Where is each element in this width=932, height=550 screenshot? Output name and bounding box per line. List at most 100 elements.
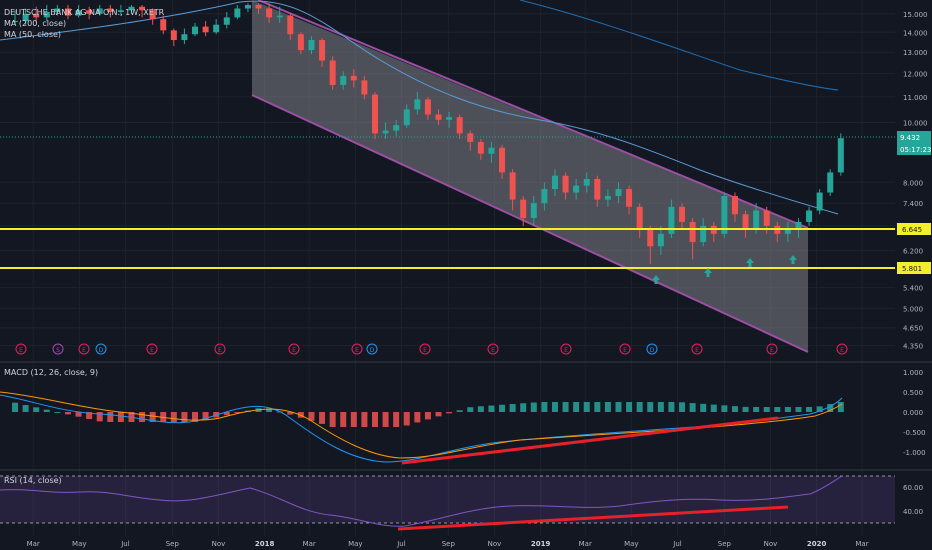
macd-bar xyxy=(266,408,273,412)
candle-body xyxy=(297,34,304,51)
event-marker-label: S xyxy=(56,347,60,354)
candle-body xyxy=(615,189,622,197)
channel-upper-line[interactable] xyxy=(257,0,809,229)
macd-bar xyxy=(689,403,696,412)
macd-bar xyxy=(107,412,114,422)
time-tick-label: Jul xyxy=(672,540,682,548)
macd-bar xyxy=(731,406,738,412)
rsi-axis-labels: 60.00 40.00 xyxy=(903,484,923,516)
price-tick-label: 6.200 xyxy=(903,248,923,256)
event-marker: E xyxy=(836,343,848,355)
candle-body xyxy=(75,10,82,16)
candle xyxy=(509,169,516,211)
macd-tick-label: 0.500 xyxy=(903,389,923,397)
event-marker-label: E xyxy=(491,347,495,354)
candle xyxy=(647,225,654,264)
candle xyxy=(615,182,622,204)
event-marker-label: D xyxy=(99,347,104,354)
candle xyxy=(731,192,738,222)
time-tick-label: Mar xyxy=(855,540,868,548)
candle xyxy=(594,175,601,207)
candle-body xyxy=(562,175,569,193)
candle-body xyxy=(329,60,336,86)
candle xyxy=(499,144,506,179)
event-marker: E xyxy=(15,343,27,355)
event-circle xyxy=(646,343,658,355)
level-low-badge xyxy=(897,262,931,274)
event-marker-label: E xyxy=(840,347,844,354)
event-marker: E xyxy=(619,343,631,355)
candle-body xyxy=(573,185,580,193)
up-arrow-icon xyxy=(652,275,660,284)
macd-bar xyxy=(763,407,770,412)
event-marker: E xyxy=(691,343,703,355)
time-tick-label: May xyxy=(348,540,362,548)
candle xyxy=(266,3,273,23)
time-tick-label: May xyxy=(624,540,638,548)
time-tick-label: Sep xyxy=(442,540,456,548)
candle xyxy=(689,218,696,260)
event-marker-label: E xyxy=(423,347,427,354)
candle-body xyxy=(350,75,357,81)
candle xyxy=(562,172,569,200)
event-marker-label: E xyxy=(564,347,568,354)
candle-body xyxy=(308,40,315,51)
candle xyxy=(170,28,177,47)
candle xyxy=(435,109,442,126)
price-tick-label: 13.000 xyxy=(903,49,928,57)
candle xyxy=(837,133,844,176)
macd-bar xyxy=(181,412,188,422)
candle xyxy=(477,139,484,160)
macd-bar xyxy=(350,412,357,427)
macd-bar xyxy=(636,402,643,412)
candle xyxy=(117,5,124,16)
candle xyxy=(361,75,368,100)
macd-tick-label: -0.500 xyxy=(903,429,926,437)
macd-bar xyxy=(679,402,686,412)
candle-body xyxy=(679,206,686,222)
candle xyxy=(551,169,558,197)
candle xyxy=(308,36,315,55)
candle xyxy=(128,5,135,14)
candle xyxy=(700,218,707,247)
price-tick-label: 15.000 xyxy=(903,11,928,19)
event-marker: D xyxy=(646,343,658,355)
macd-bar xyxy=(647,402,654,412)
symbol-title: DEUTSCHE BANK AG NA O.N., 1W, XETR xyxy=(4,8,165,17)
price-axis[interactable] xyxy=(895,0,932,358)
up-arrow-icon xyxy=(704,268,712,277)
level-low-label: 5.801 xyxy=(902,265,922,273)
price-tick-label: 14.000 xyxy=(903,29,928,37)
candle-body xyxy=(192,26,199,35)
time-tick-label: May xyxy=(72,540,86,548)
candle-body xyxy=(488,147,495,154)
macd-divergence-line[interactable] xyxy=(401,416,779,465)
time-tick-label: Mar xyxy=(303,540,316,548)
candle xyxy=(816,189,823,215)
candle-body xyxy=(626,189,633,207)
event-circle xyxy=(619,343,631,355)
candle-body xyxy=(340,75,347,86)
time-tick-label: Mar xyxy=(579,540,592,548)
macd-bar xyxy=(234,412,241,413)
macd-bar xyxy=(816,406,823,412)
time-axis-labels[interactable]: Mar May Jul Sep Nov 2018 Mar May Jul Sep Nov 2019 Ma… xyxy=(27,540,869,548)
time-tick-label: Sep xyxy=(718,540,732,548)
event-marker: E xyxy=(351,343,363,355)
candle-body xyxy=(668,206,675,234)
macd-bar xyxy=(414,412,421,423)
macd-bar xyxy=(710,404,717,412)
last-price-badge xyxy=(897,131,931,143)
up-arrow-icon xyxy=(746,258,754,267)
candle-body xyxy=(64,8,71,16)
time-tick-label: 2020 xyxy=(807,540,827,548)
channel-lower-line[interactable] xyxy=(251,94,809,353)
macd-bar xyxy=(573,402,580,412)
candle-body xyxy=(160,19,167,31)
macd-bar xyxy=(795,407,802,412)
rsi-divergence-line[interactable] xyxy=(397,505,789,531)
candle-body xyxy=(244,5,251,9)
candle xyxy=(96,5,103,16)
